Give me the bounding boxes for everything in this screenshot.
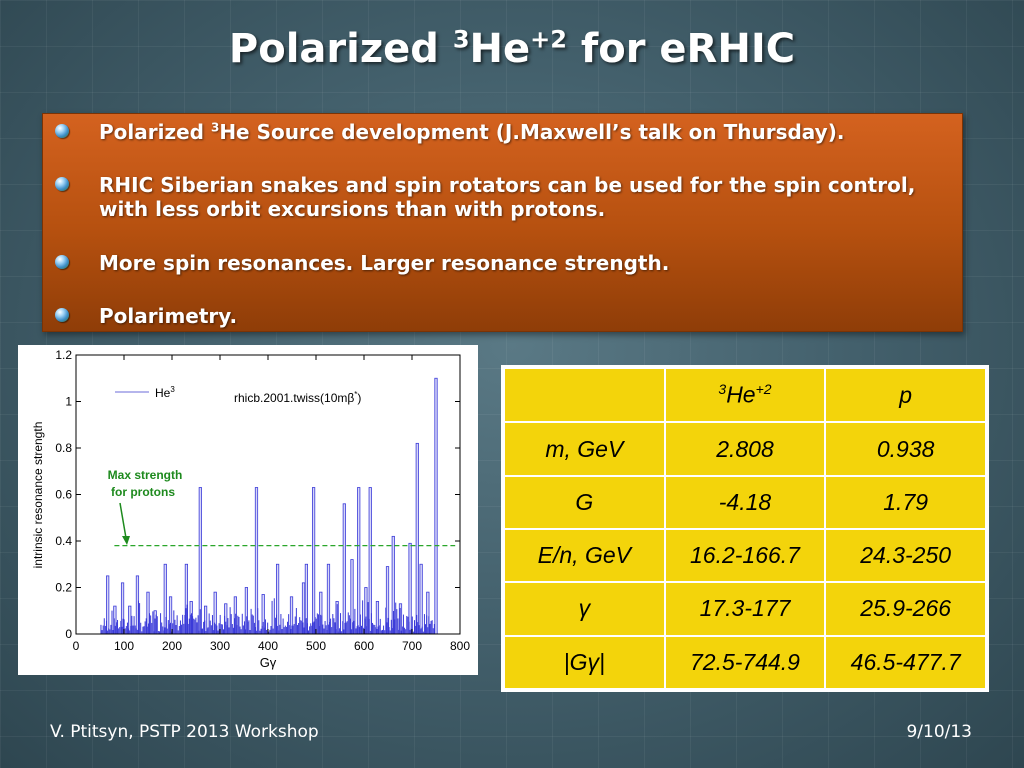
table-cell: m, GeV [503, 421, 666, 477]
y-axis-label: intrinsic resonance strength [31, 422, 45, 569]
resonance-bar [419, 563, 423, 635]
table-cell: 24.3-250 [824, 528, 987, 584]
proton-arrow-shaft [119, 502, 127, 539]
x-tick-label: 800 [450, 639, 470, 653]
resonance-bar [434, 377, 438, 635]
resonance-bar [342, 503, 346, 635]
footer-author: V. Ptitsyn, PSTP 2013 Workshop [50, 722, 319, 742]
proton-max-label-1: Max strength [108, 468, 183, 482]
bullet-panel: Polarized 3He Source development (J.Maxw… [42, 113, 963, 332]
table-cell: γ [503, 581, 666, 637]
noise-group [100, 598, 435, 634]
table-row: m, GeV 2.808 0.938 [503, 421, 987, 477]
x-tick-group: 0 100 200 300 400 500 600 700 800 [73, 355, 470, 653]
bar-group [106, 377, 438, 635]
x-tick-label: 700 [402, 639, 422, 653]
y-tick-label: 0.8 [55, 441, 72, 455]
x-tick-label: 300 [210, 639, 230, 653]
table-cell: 2.808 [663, 421, 827, 477]
resonance-chart: 0 100 200 300 400 500 600 700 800 0 0.2 0.4 0.6 0.8 1… [18, 345, 478, 675]
table-cell: G [503, 474, 666, 531]
y-tick-label: 0.2 [55, 581, 72, 595]
globe-bullet-icon [55, 255, 69, 269]
slide-title: Polarized 3He+2 for eRHIC [228, 25, 796, 72]
table-cell: 0.938 [824, 421, 987, 477]
chart-annotation: rhicb.2001.twiss(10mβ*) [234, 390, 361, 405]
table-row: |Gγ| 72.5-744.9 46.5-477.7 [503, 634, 987, 691]
resonance-bar [408, 542, 412, 635]
proton-max-label-2: for protons [111, 485, 175, 499]
footer-date: 9/10/13 [906, 722, 972, 742]
table-cell: 1.79 [824, 474, 987, 531]
table-cell: 25.9-266 [824, 581, 987, 637]
resonance-bar [368, 487, 372, 635]
table-header-cell: p [824, 366, 987, 424]
y-tick-label: 0 [65, 627, 72, 641]
bullet-item: Polarized 3He Source development (J.Maxw… [55, 120, 949, 144]
chart-svg: 0 100 200 300 400 500 600 700 800 0 0.2 0.4 0.6 0.8 1… [31, 348, 470, 670]
table-row: γ 17.3-177 25.9-266 [503, 581, 987, 637]
parameter-table: 3He+2 p m, GeV 2.808 0.938 G -4.18 1.79 … [501, 365, 989, 692]
y-tick-label: 1 [65, 395, 72, 409]
x-tick-label: 600 [354, 639, 374, 653]
table-cell: 46.5-477.7 [824, 634, 987, 691]
table-cell: E/n, GeV [503, 528, 666, 584]
globe-bullet-icon [55, 177, 69, 191]
x-tick-label: 0 [73, 639, 80, 653]
x-tick-label: 100 [114, 639, 134, 653]
table-header-cell: 3He+2 [663, 366, 827, 424]
globe-bullet-icon [55, 308, 69, 322]
table-cell: -4.18 [663, 474, 827, 531]
x-tick-label: 400 [258, 639, 278, 653]
y-tick-label: 0.4 [55, 534, 72, 548]
table-cell: |Gγ| [503, 634, 666, 691]
bullet-item: Polarimetry. [55, 304, 949, 328]
table-cell: 16.2-166.7 [663, 528, 827, 584]
resonance-bar [415, 442, 419, 635]
table-cell: 17.3-177 [663, 581, 827, 637]
resonance-bar [357, 487, 361, 635]
x-tick-label: 200 [162, 639, 182, 653]
y-tick-group: 0 0.2 0.4 0.6 0.8 1 1.2 [55, 348, 460, 641]
legend-label: He3 [155, 385, 175, 400]
y-tick-label: 0.6 [55, 488, 72, 502]
table-header-row: 3He+2 p [503, 366, 987, 424]
resonance-bar [311, 487, 316, 635]
y-tick-label: 1.2 [55, 348, 72, 362]
bullet-item: More spin resonances. Larger resonance s… [55, 251, 949, 275]
globe-bullet-icon [55, 124, 69, 138]
bullet-item: RHIC Siberian snakes and spin rotators c… [55, 173, 949, 221]
table-cell: 72.5-744.9 [663, 634, 827, 691]
x-axis-label: Gγ [260, 655, 277, 670]
table-row: G -4.18 1.79 [503, 474, 987, 531]
table-header-cell [503, 366, 666, 424]
table-row: E/n, GeV 16.2-166.7 24.3-250 [503, 528, 987, 584]
proton-arrow-head [122, 536, 130, 545]
x-tick-label: 500 [306, 639, 326, 653]
